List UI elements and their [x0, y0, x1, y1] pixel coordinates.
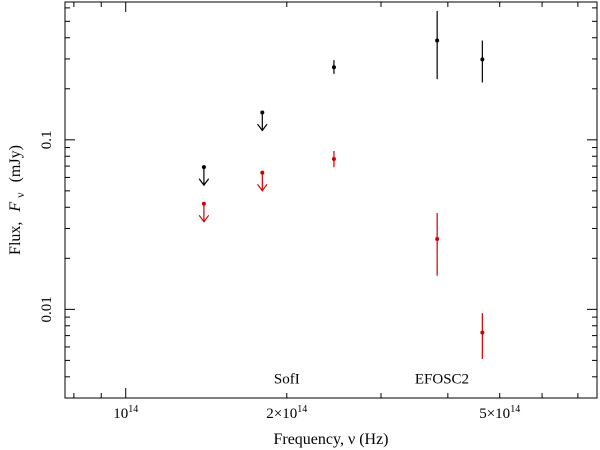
- x-tick-label: 2×1014: [266, 404, 307, 422]
- upper-limit-arrow-head: [198, 215, 210, 223]
- y-axis-label-symbol: F: [7, 202, 24, 213]
- x-tick-label: 1014: [113, 404, 138, 422]
- y-axis-label-unit: (mJy): [7, 145, 24, 182]
- y-axis-label: Flux, F ν (mJy): [7, 145, 28, 255]
- upper-limit-arrow-head: [257, 184, 268, 192]
- y-tick-label: 0.1: [39, 130, 55, 149]
- data-point: [331, 157, 336, 162]
- x-tick-label-exponent: 14: [297, 404, 307, 415]
- data-marks: [198, 11, 485, 359]
- data-point: [435, 38, 440, 43]
- x-tick-label-exponent: 14: [510, 404, 520, 415]
- y-axis-label-subscript: ν: [13, 192, 27, 198]
- annotation-label: SofI: [274, 372, 300, 388]
- x-tick-label-base: 5×10: [479, 406, 510, 422]
- data-point: [331, 65, 336, 70]
- axis-ticks: [65, 2, 597, 399]
- svg-text:Flux, F ν (m: Flux, F ν (mJy): [7, 145, 28, 255]
- upper-limit-arrow-head: [198, 178, 210, 186]
- data-point: [435, 237, 440, 242]
- y-tick-label: 0.01: [39, 296, 55, 322]
- x-tick-label: 5×1014: [479, 404, 520, 422]
- x-axis-label: Frequency, ν (Hz): [273, 431, 388, 448]
- upper-limit-point: [201, 201, 206, 206]
- y-axis-label-text: Flux,: [7, 222, 24, 255]
- upper-limit-point: [201, 165, 206, 170]
- x-tick-label-exponent: 14: [128, 404, 138, 415]
- x-tick-label-base: 10: [113, 406, 128, 422]
- upper-limit-arrow-head: [257, 123, 268, 132]
- upper-limit-point: [260, 110, 265, 115]
- annotation-label: EFOSC2: [415, 372, 469, 388]
- plot-frame: [64, 1, 598, 399]
- x-tick-label-base: 2×10: [266, 406, 297, 422]
- annotations: SofI EFOSC2: [274, 372, 469, 388]
- upper-limit-point: [260, 170, 265, 175]
- data-point: [480, 57, 485, 62]
- data-point: [480, 330, 485, 335]
